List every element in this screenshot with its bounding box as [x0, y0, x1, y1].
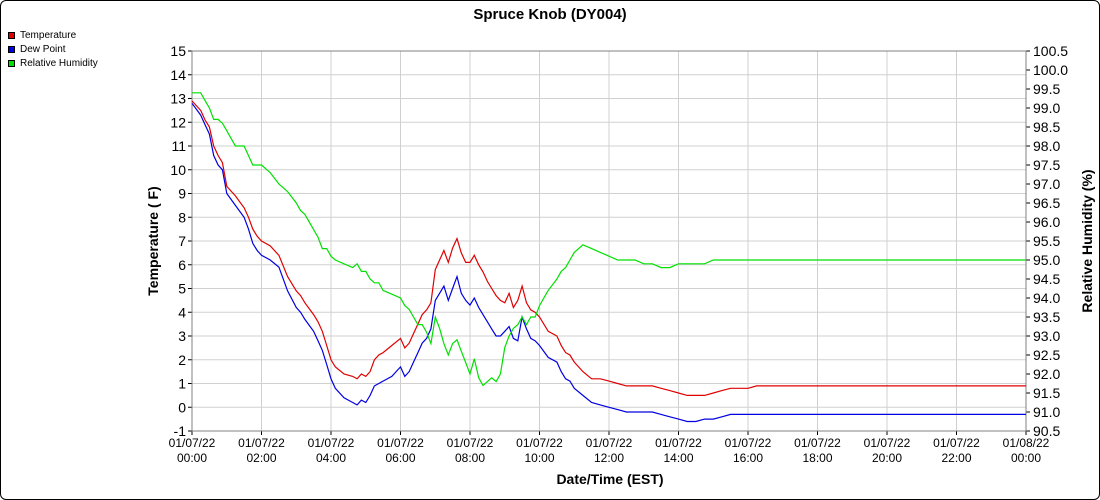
y-tick-label: 11 — [171, 138, 186, 154]
x-tick-time: 14:00 — [663, 451, 693, 465]
y-tick-label: 15 — [170, 43, 186, 59]
x-tick-date: 01/07/22 — [169, 436, 216, 450]
y2-tick-label: 93.5 — [1033, 309, 1060, 325]
legend-item-temperature: Temperature — [8, 28, 98, 42]
y-tick-label: 4 — [178, 304, 186, 320]
y2-tick-label: 91.5 — [1033, 385, 1060, 401]
x-tick-date: 01/07/22 — [933, 436, 980, 450]
y2-tick-label: 96.5 — [1033, 195, 1060, 211]
y-tick-label: 1 — [178, 376, 186, 392]
y2-tick-label: 97.0 — [1033, 176, 1060, 192]
x-tick-date: 01/07/22 — [725, 436, 772, 450]
y2-tick-label: 95.0 — [1033, 252, 1060, 268]
y2-tick-label: 99.5 — [1033, 81, 1060, 97]
y-axis-label: Temperature ( F) — [145, 186, 161, 295]
y2-tick-label: 92.5 — [1033, 347, 1060, 363]
x-tick-date: 01/07/22 — [516, 436, 563, 450]
x-tick-time: 00:00 — [177, 451, 207, 465]
plot-border — [191, 50, 1027, 432]
legend-swatch-dew-point — [8, 45, 15, 53]
y-tick-label: 6 — [178, 257, 186, 273]
y2-tick-label: 100.0 — [1033, 62, 1068, 78]
x-tick-time: 22:00 — [941, 451, 971, 465]
y-tick-label: 14 — [170, 67, 186, 83]
x-tick-time: 18:00 — [802, 451, 832, 465]
y2-tick-label: 92.0 — [1033, 366, 1060, 382]
legend-label-temperature: Temperature — [20, 29, 77, 41]
legend-label-relative-humidity: Relative Humidity — [20, 57, 98, 69]
legend-item-dew-point: Dew Point — [8, 42, 98, 56]
x-tick-date: 01/07/22 — [864, 436, 911, 450]
x-tick-time: 06:00 — [385, 451, 415, 465]
y2-tick-label: 98.5 — [1033, 119, 1060, 135]
y2-tick-label: 90.5 — [1033, 423, 1060, 439]
x-tick-time: 20:00 — [872, 451, 902, 465]
y-tick-label: 10 — [170, 162, 186, 178]
y-tick-label: 7 — [178, 233, 186, 249]
y2-tick-label: 94.5 — [1033, 271, 1060, 287]
x-tick-date: 01/07/22 — [586, 436, 633, 450]
y2-tick-label: 94.0 — [1033, 290, 1060, 306]
y2-tick-label: 95.5 — [1033, 233, 1060, 249]
series-line-dew-point — [191, 102, 1026, 423]
x-tick-time: 00:00 — [1011, 451, 1041, 465]
series-line-relative-humidity — [192, 92, 1026, 387]
x-tick-date: 01/07/22 — [655, 436, 702, 450]
legend-swatch-relative-humidity — [8, 59, 15, 67]
y2-tick-label: 100.5 — [1033, 43, 1068, 59]
x-tick-date: 01/07/22 — [308, 436, 355, 450]
y2-tick-label: 99.0 — [1033, 100, 1060, 116]
y-tick-label: 2 — [178, 352, 186, 368]
x-tick-time: 02:00 — [246, 451, 276, 465]
x-tick-time: 04:00 — [316, 451, 346, 465]
y2-tick-label: 96.0 — [1033, 214, 1060, 230]
x-tick-date: 01/07/22 — [238, 436, 285, 450]
y-tick-label: 12 — [170, 114, 186, 130]
y2-axis-label: Relative Humidity (%) — [1079, 169, 1095, 312]
axes: 1514131211109876543210-1100.5100.099.599… — [169, 43, 1069, 465]
x-tick-time: 10:00 — [524, 451, 554, 465]
x-tick-time: 08:00 — [455, 451, 485, 465]
grid — [191, 50, 1027, 432]
y-tick-label: 3 — [178, 328, 186, 344]
y-tick-label: -1 — [174, 423, 187, 439]
x-tick-time: 16:00 — [733, 451, 763, 465]
y-tick-label: 5 — [178, 281, 186, 297]
chart-title: Spruce Knob (DY004) — [473, 6, 626, 23]
x-axis-label: Date/Time (EST) — [556, 471, 663, 487]
legend-swatch-temperature — [8, 31, 15, 39]
legend-item-relative-humidity: Relative Humidity — [8, 56, 98, 70]
y2-tick-label: 91.0 — [1033, 404, 1060, 420]
x-tick-time: 12:00 — [594, 451, 624, 465]
x-tick-date: 01/07/22 — [447, 436, 494, 450]
x-tick-date: 01/08/22 — [1003, 436, 1050, 450]
y-tick-label: 13 — [170, 91, 186, 107]
series-lines — [191, 92, 1026, 423]
x-tick-date: 01/07/22 — [794, 436, 841, 450]
y-tick-label: 0 — [178, 399, 186, 415]
y2-tick-label: 97.5 — [1033, 157, 1060, 173]
series-line-temperature — [191, 100, 1026, 396]
legend: Temperature Dew Point Relative Humidity — [8, 28, 98, 70]
y2-tick-label: 93.0 — [1033, 328, 1060, 344]
legend-label-dew-point: Dew Point — [20, 43, 66, 55]
y-tick-label: 8 — [178, 209, 186, 225]
y2-tick-label: 98.0 — [1033, 138, 1060, 154]
x-tick-date: 01/07/22 — [377, 436, 424, 450]
y-tick-label: 9 — [178, 186, 186, 202]
